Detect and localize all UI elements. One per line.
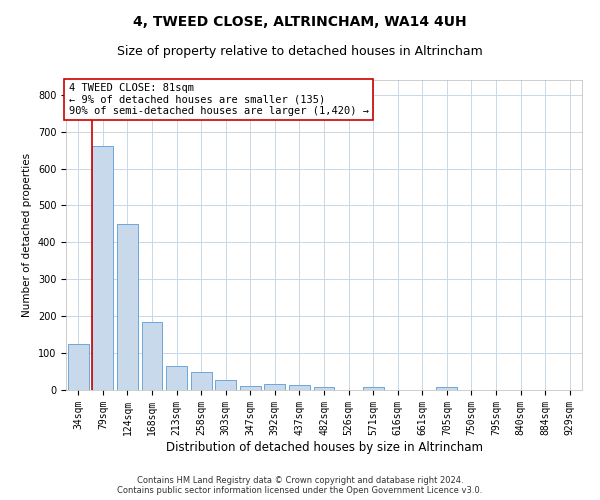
Text: Contains HM Land Registry data © Crown copyright and database right 2024.
Contai: Contains HM Land Registry data © Crown c… — [118, 476, 482, 495]
Bar — [117, 224, 138, 390]
Bar — [362, 387, 383, 390]
Bar — [314, 387, 334, 390]
Bar — [92, 146, 113, 390]
Bar — [289, 385, 310, 390]
Text: Size of property relative to detached houses in Altrincham: Size of property relative to detached ho… — [117, 45, 483, 58]
Bar — [191, 372, 212, 390]
Bar — [142, 322, 163, 390]
Text: 4 TWEED CLOSE: 81sqm
← 9% of detached houses are smaller (135)
90% of semi-detac: 4 TWEED CLOSE: 81sqm ← 9% of detached ho… — [68, 83, 368, 116]
Bar — [436, 387, 457, 390]
Bar — [215, 380, 236, 390]
Y-axis label: Number of detached properties: Number of detached properties — [22, 153, 32, 317]
Bar — [68, 344, 89, 390]
Bar — [265, 384, 286, 390]
Bar — [166, 366, 187, 390]
Bar — [240, 386, 261, 390]
X-axis label: Distribution of detached houses by size in Altrincham: Distribution of detached houses by size … — [166, 440, 482, 454]
Text: 4, TWEED CLOSE, ALTRINCHAM, WA14 4UH: 4, TWEED CLOSE, ALTRINCHAM, WA14 4UH — [133, 15, 467, 29]
